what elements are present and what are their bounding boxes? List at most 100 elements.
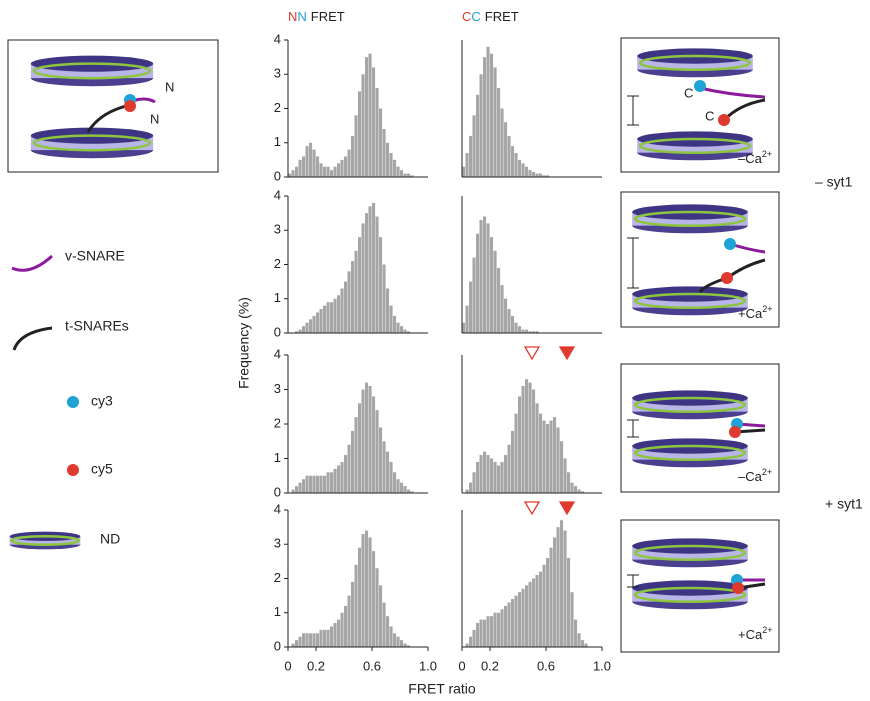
histogram-bar [302,633,306,647]
histogram-bar [546,557,550,647]
histogram-bar [330,472,334,493]
condition-text: –Ca [738,469,763,484]
histogram-bar [546,424,550,493]
histogram-bar [570,592,574,647]
histogram-bar [337,619,341,647]
histogram-bar [361,389,365,493]
histogram-bar [393,159,397,177]
snare-line [726,258,766,280]
histogram-bar [490,237,494,333]
histogram-bar [354,115,358,177]
histogram-bar [410,175,414,177]
fluorophore [67,396,79,408]
histogram-bar [493,250,497,333]
histogram-bar [389,305,393,333]
histogram-bar [396,322,400,333]
histogram-bar [493,612,497,647]
y-tick-label: 4 [274,187,281,202]
histogram-bar [379,427,383,493]
y-tick-label: 3 [274,536,281,551]
schematic-box [620,191,780,328]
histogram-bar [528,382,532,493]
histogram-bar [469,636,473,647]
y-tick-label: 2 [274,570,281,585]
y-tick-label: 3 [274,66,281,81]
fluorophore [721,272,733,284]
histogram-bar [347,444,351,493]
column-title: NN FRET [288,9,345,24]
y-tick-label: 2 [274,415,281,430]
histogram-bar [525,166,529,177]
schematic-box [620,363,780,493]
histogram-bar [403,329,407,333]
condition-superscript: 2+ [762,467,772,477]
histogram-bar [577,633,581,647]
histogram-bar [525,585,529,647]
histogram-bar [518,159,522,177]
histogram-bar [389,626,393,647]
histogram-bar [305,633,309,647]
fluorophore [732,582,744,594]
y-tick-label: 0 [274,324,281,339]
column-title: CC FRET [462,9,519,24]
histogram-bar [574,619,578,647]
histogram-bar [340,612,344,647]
histogram-bar [514,322,518,333]
x-tick-label: 0.6 [537,658,555,673]
schematic-label: N [165,79,174,94]
histogram-bar [407,331,411,333]
x-tick-label: 0 [284,658,291,673]
histogram-bar [476,94,480,177]
histogram-bar [309,319,313,333]
histogram-bar [483,619,487,647]
y-tick-label: 0 [274,168,281,183]
condition-label: +Ca2+ [738,304,772,321]
histogram-bar [462,166,466,177]
histogram-bar [375,87,379,177]
histogram-bar [368,206,372,333]
histogram-bar [476,461,480,493]
nanodisc-belt [633,586,747,603]
histogram-bar [507,309,511,333]
condition-text: –Ca [738,151,763,166]
histogram-bar [400,170,404,177]
histogram-bar [504,605,508,647]
histogram-bar [375,410,379,493]
histogram-bar [354,250,358,333]
condition-label: –Ca2+ [738,467,772,484]
x-tick-label: 0.2 [307,658,325,673]
histogram-bar [574,486,578,493]
histogram-bar [472,115,476,177]
histogram-bar [382,441,386,493]
histogram-bar [532,389,536,493]
histogram-bar [400,640,404,647]
histogram-bar [337,295,341,333]
histogram-bar [535,331,539,333]
histogram-bar [553,417,557,493]
histogram-bar [532,171,536,177]
legend-label: cy3 [91,393,113,409]
histogram-bar [312,633,316,647]
histogram-bar [507,602,511,647]
column-title-part: FRET [485,9,519,24]
histogram-bar [539,571,543,647]
histogram-bar [546,175,550,177]
y-axis-label: Frequency (%) [236,297,252,389]
histogram-bar [570,482,574,493]
histogram-bar [323,475,327,493]
histogram-bar [535,173,539,177]
histogram-bar [528,331,532,333]
y-tick-label: 3 [274,222,281,237]
histogram-bar [354,417,358,493]
histogram-bar [511,315,515,333]
histogram-bar [312,149,316,177]
histogram-bar [333,468,337,493]
histogram-bar [465,489,469,493]
fluorophore [694,80,706,92]
histogram-bar [298,159,302,177]
histogram-bar [340,159,344,177]
histogram-bar [379,585,383,647]
x-tick-label: 0 [458,658,465,673]
condition-superscript: 2+ [762,304,772,314]
